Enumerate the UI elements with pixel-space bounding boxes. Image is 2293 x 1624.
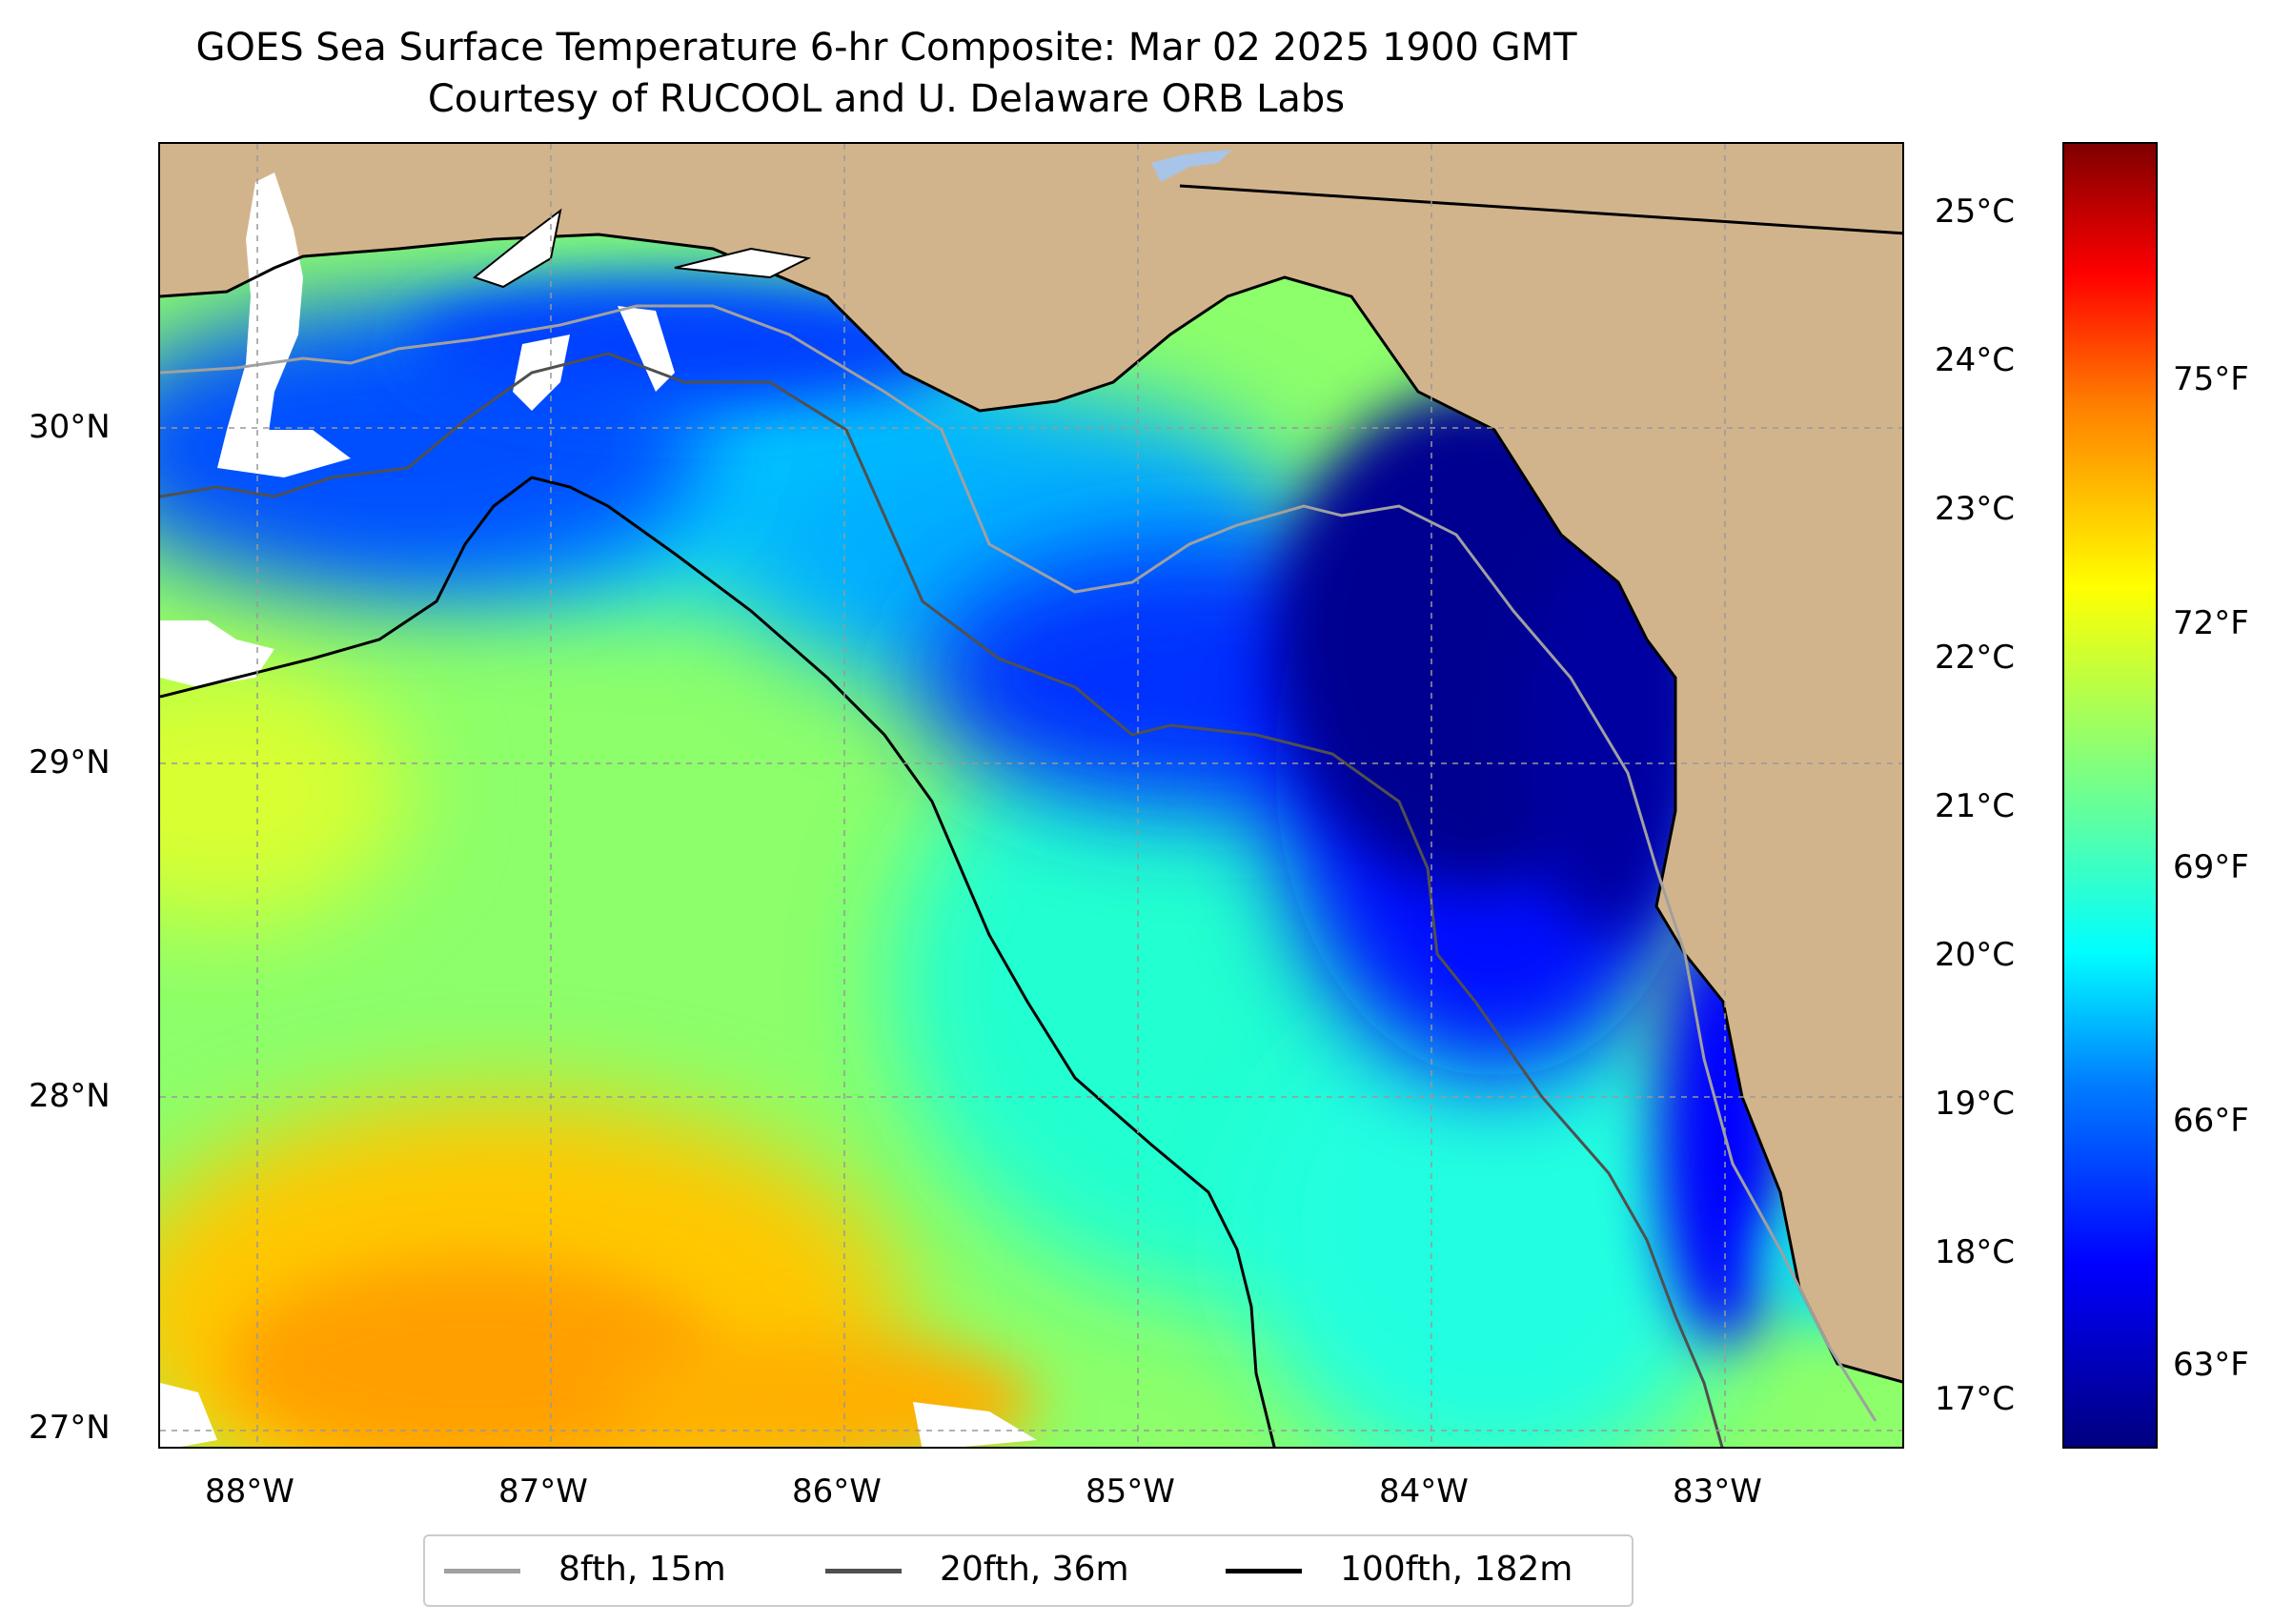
fahrenheit-label-66: 66°F — [2173, 1102, 2249, 1140]
celsius-label-17: 17°C — [1935, 1380, 2016, 1418]
celsius-label-23: 23°C — [1935, 490, 2016, 528]
legend-line-icon — [825, 1569, 902, 1573]
isobath-100fth — [160, 476, 1276, 1447]
legend-label: 100fth, 182m — [1340, 1550, 1573, 1589]
lat-label-29: 29°N — [29, 743, 111, 782]
bay-shore — [472, 208, 562, 289]
lake-icon — [1151, 150, 1232, 182]
lon-label-84: 84°W — [1379, 1472, 1469, 1511]
celsius-label-20: 20°C — [1935, 936, 2016, 974]
isobath-8fth — [160, 304, 1877, 1422]
legend-line-icon — [444, 1569, 520, 1573]
colorbar — [2062, 142, 2158, 1449]
barrier-island — [674, 247, 812, 279]
celsius-label-24: 24°C — [1935, 341, 2016, 379]
legend-line-icon — [1226, 1569, 1302, 1573]
map-title: GOES Sea Surface Temperature 6-hr Compos… — [195, 26, 1577, 70]
sst-map-svg — [160, 144, 1902, 1447]
legend-label: 20fth, 36m — [940, 1550, 1129, 1589]
lat-label-27: 27°N — [29, 1409, 111, 1447]
fahrenheit-label-63: 63°F — [2173, 1346, 2249, 1384]
lat-label-30: 30°N — [29, 408, 111, 446]
celsius-label-18: 18°C — [1935, 1233, 2016, 1271]
celsius-label-22: 22°C — [1935, 639, 2016, 677]
no-data-patches — [160, 173, 1037, 1447]
fahrenheit-label-72: 72°F — [2173, 604, 2249, 642]
isobath-20fth — [160, 352, 1724, 1447]
state-border — [1179, 184, 1902, 235]
map-subtitle: Courtesy of RUCOOL and U. Delaware ORB L… — [427, 77, 1346, 121]
gridlines — [160, 144, 1902, 1447]
lon-label-83: 83°W — [1673, 1472, 1762, 1511]
lon-label-86: 86°W — [792, 1472, 882, 1511]
lon-label-87: 87°W — [498, 1472, 588, 1511]
celsius-label-21: 21°C — [1935, 787, 2016, 825]
lon-label-85: 85°W — [1086, 1472, 1175, 1511]
coastline — [160, 233, 1902, 1384]
legend-label: 8fth, 15m — [558, 1550, 726, 1589]
sst-map[interactable] — [158, 142, 1904, 1449]
lat-label-28: 28°N — [29, 1077, 111, 1115]
celsius-label-25: 25°C — [1935, 193, 2016, 231]
fahrenheit-label-75: 75°F — [2173, 360, 2249, 398]
fahrenheit-label-69: 69°F — [2173, 848, 2249, 886]
celsius-label-19: 19°C — [1935, 1085, 2016, 1123]
lon-label-88: 88°W — [205, 1472, 294, 1511]
isobath-legend: 8fth, 15m 20fth, 36m 100fth, 182m — [423, 1534, 1634, 1607]
